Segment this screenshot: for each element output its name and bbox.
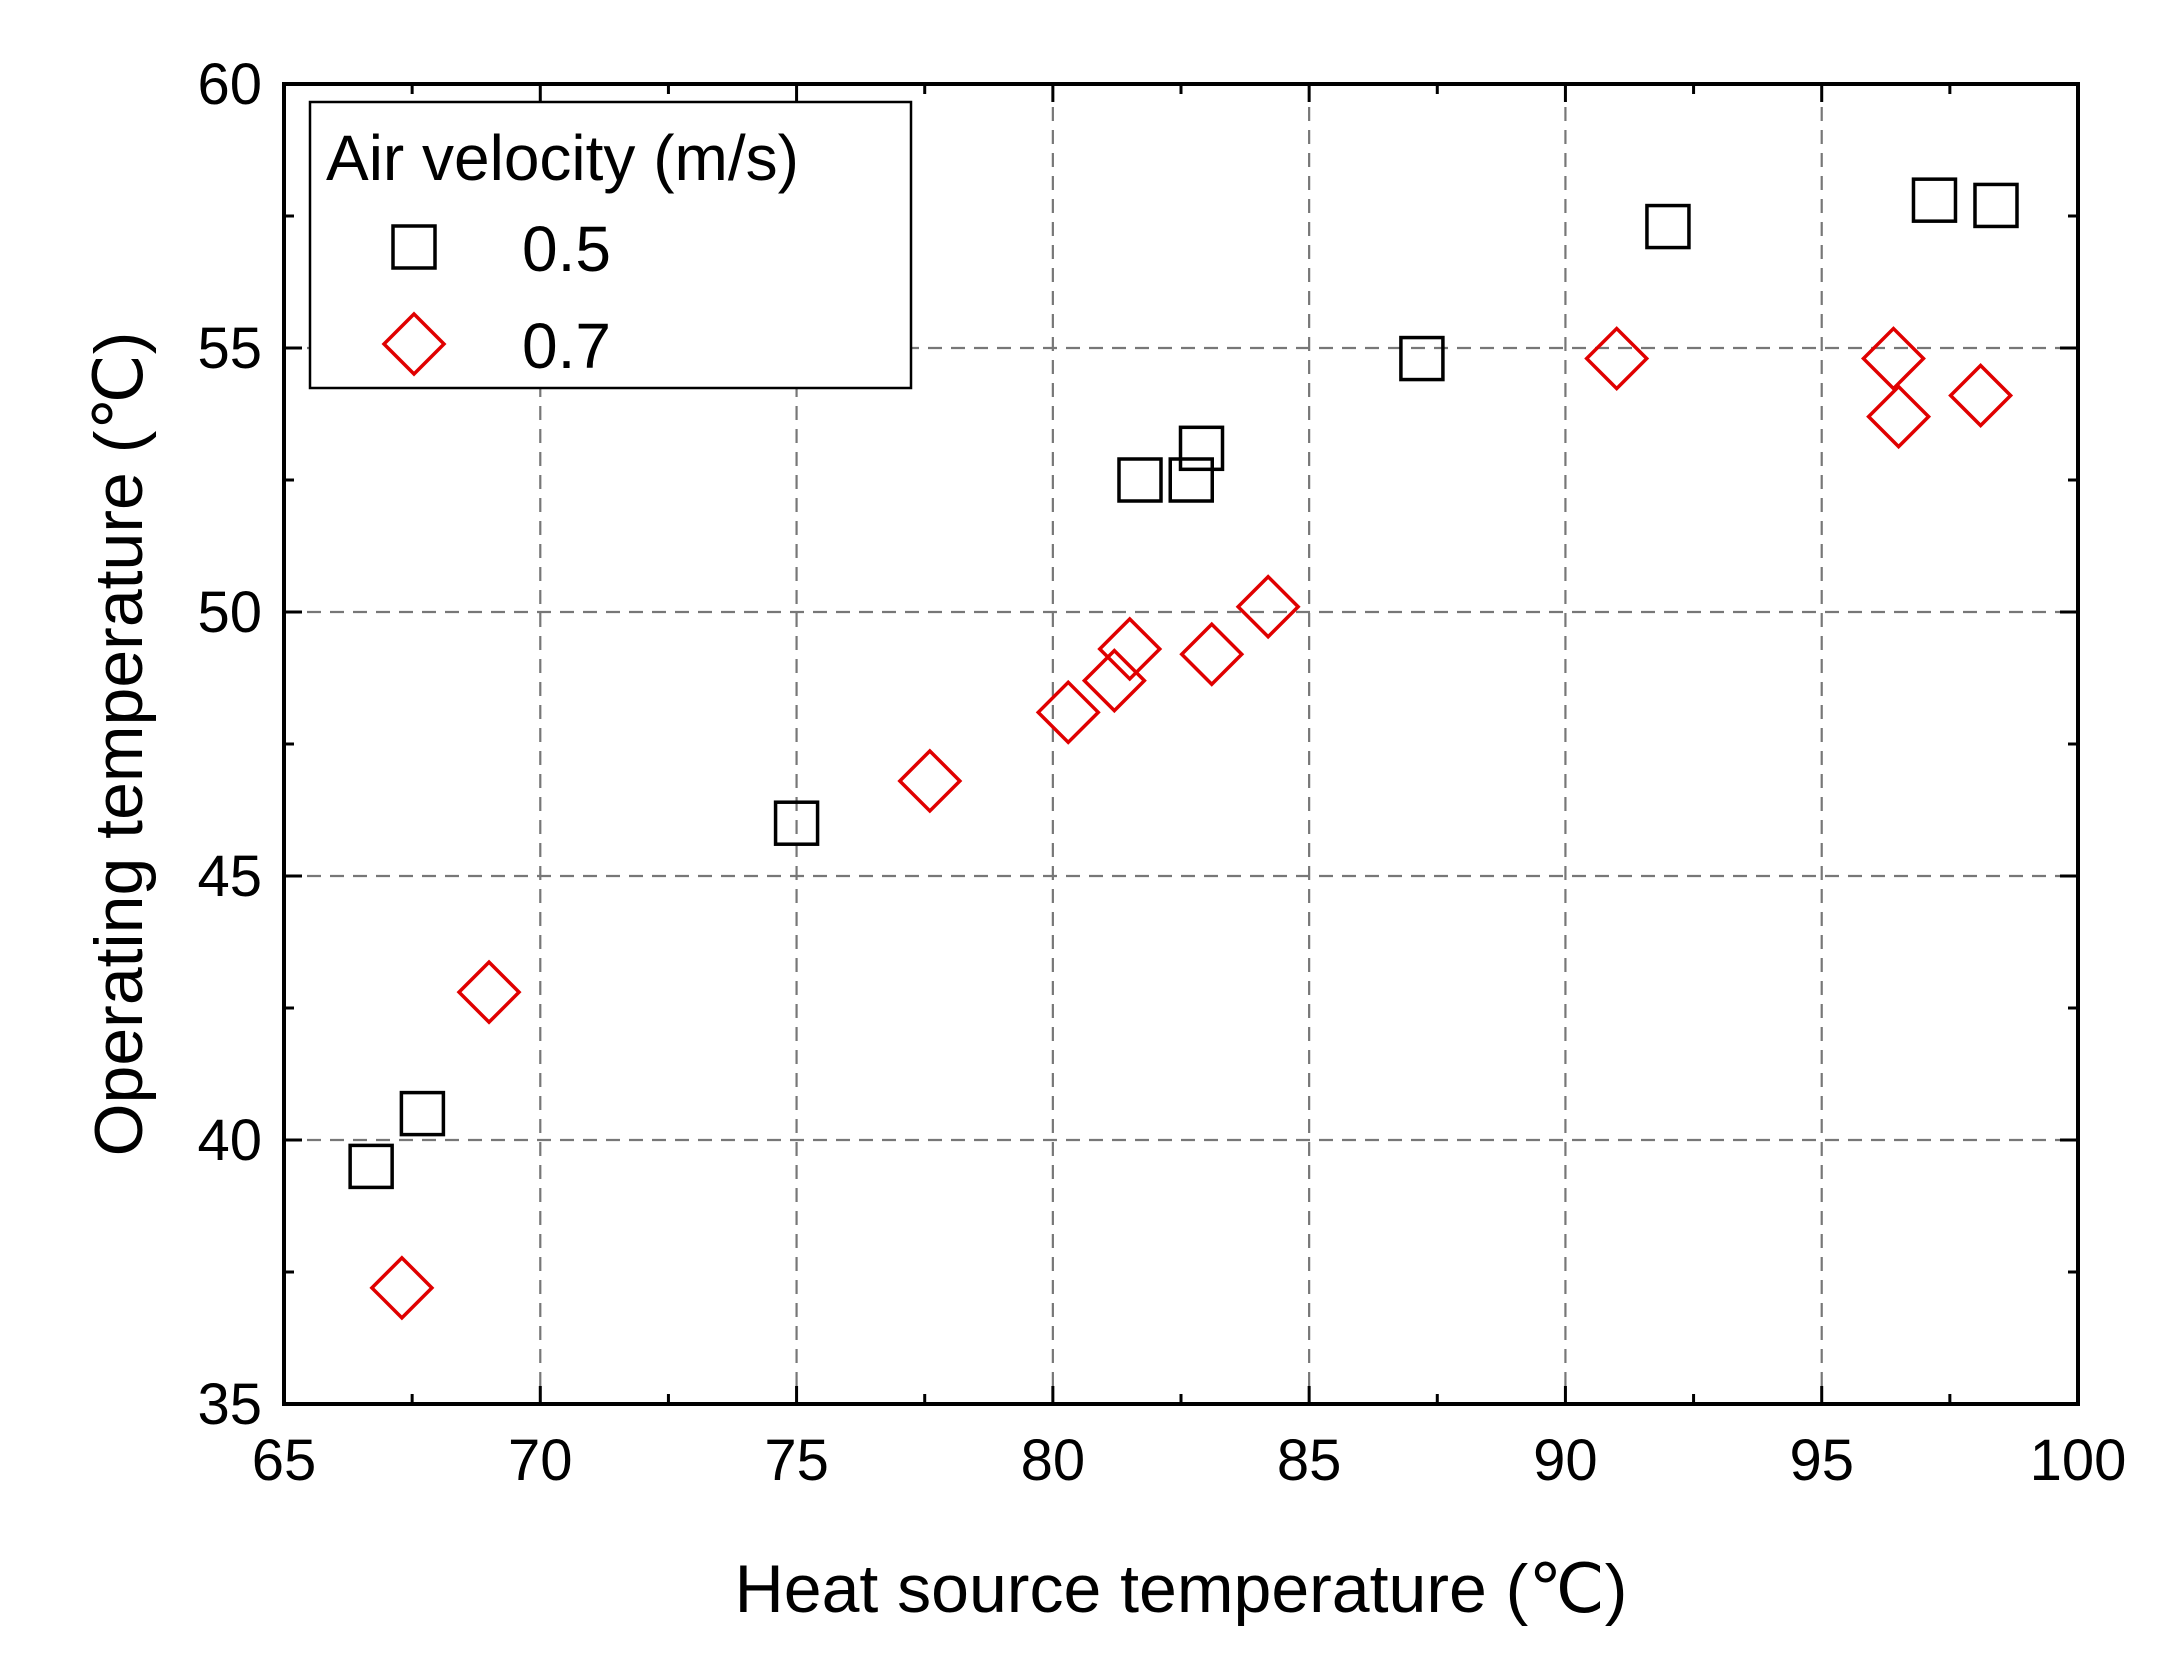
x-tick-label: 80 bbox=[1021, 1428, 1086, 1493]
legend-marker-square bbox=[391, 224, 437, 270]
x-tick-label: 85 bbox=[1277, 1428, 1342, 1493]
legend-title: Air velocity (m/s) bbox=[326, 122, 799, 194]
y-tick-label: 60 bbox=[197, 52, 262, 117]
data-point-square bbox=[348, 1143, 394, 1190]
data-point-diamond bbox=[897, 748, 963, 814]
series-0_5 bbox=[348, 177, 2019, 1190]
y-tick-label: 50 bbox=[197, 580, 262, 645]
x-tick-label: 65 bbox=[252, 1428, 317, 1493]
x-tick-label: 70 bbox=[508, 1428, 573, 1493]
legend-item: 0.7 bbox=[381, 310, 611, 382]
legend-label: 0.7 bbox=[522, 310, 611, 382]
y-axis-title: Operating temperature (℃) bbox=[81, 332, 157, 1157]
data-point-square bbox=[1399, 335, 1445, 382]
legend-items: 0.50.7 bbox=[381, 213, 611, 382]
y-tick-label: 35 bbox=[197, 1372, 262, 1437]
x-tick-label: 95 bbox=[1789, 1428, 1854, 1493]
data-point-square bbox=[1168, 457, 1215, 503]
data-point-diamond bbox=[1948, 363, 2014, 428]
y-tick-label: 45 bbox=[197, 844, 262, 909]
data-point-square bbox=[1178, 425, 1225, 472]
data-point-diamond bbox=[1584, 326, 1650, 392]
x-tick-label: 100 bbox=[2030, 1428, 2127, 1493]
data-point-diamond bbox=[1860, 326, 1926, 392]
legend: Air velocity (m/s) 0.50.7 bbox=[308, 100, 913, 390]
x-tick-label: 90 bbox=[1533, 1428, 1598, 1493]
data-point-square bbox=[1911, 177, 1958, 223]
data-point-diamond bbox=[1235, 574, 1301, 640]
data-point-square bbox=[1117, 457, 1163, 503]
y-tick-label: 55 bbox=[197, 316, 262, 381]
x-axis-title: Heat source temperature (℃) bbox=[735, 1551, 1628, 1627]
data-points bbox=[348, 177, 2019, 1321]
data-point-diamond bbox=[1866, 384, 1932, 450]
data-point-square bbox=[1973, 182, 2019, 229]
tick-labels: 65 70 75 80 85 90 95 100 35 40 45 50 55 60 bbox=[197, 52, 2126, 1493]
legend-marker-diamond bbox=[381, 311, 447, 377]
data-point-diamond bbox=[1035, 679, 1101, 745]
plot-frame bbox=[282, 82, 2080, 1406]
data-point-square bbox=[1645, 203, 1691, 250]
data-point-square bbox=[773, 800, 820, 846]
data-point-square bbox=[399, 1090, 446, 1137]
data-point-diamond bbox=[369, 1255, 435, 1321]
data-point-diamond bbox=[1097, 616, 1163, 682]
legend-item: 0.5 bbox=[391, 213, 611, 285]
series-0_7 bbox=[369, 326, 2014, 1321]
data-point-diamond bbox=[1081, 648, 1147, 714]
data-point-diamond bbox=[456, 959, 522, 1025]
legend-label: 0.5 bbox=[522, 213, 611, 285]
x-tick-label: 75 bbox=[764, 1428, 829, 1493]
y-tick-label: 40 bbox=[197, 1108, 262, 1173]
data-point-diamond bbox=[1179, 621, 1245, 687]
legend-box bbox=[308, 100, 913, 390]
